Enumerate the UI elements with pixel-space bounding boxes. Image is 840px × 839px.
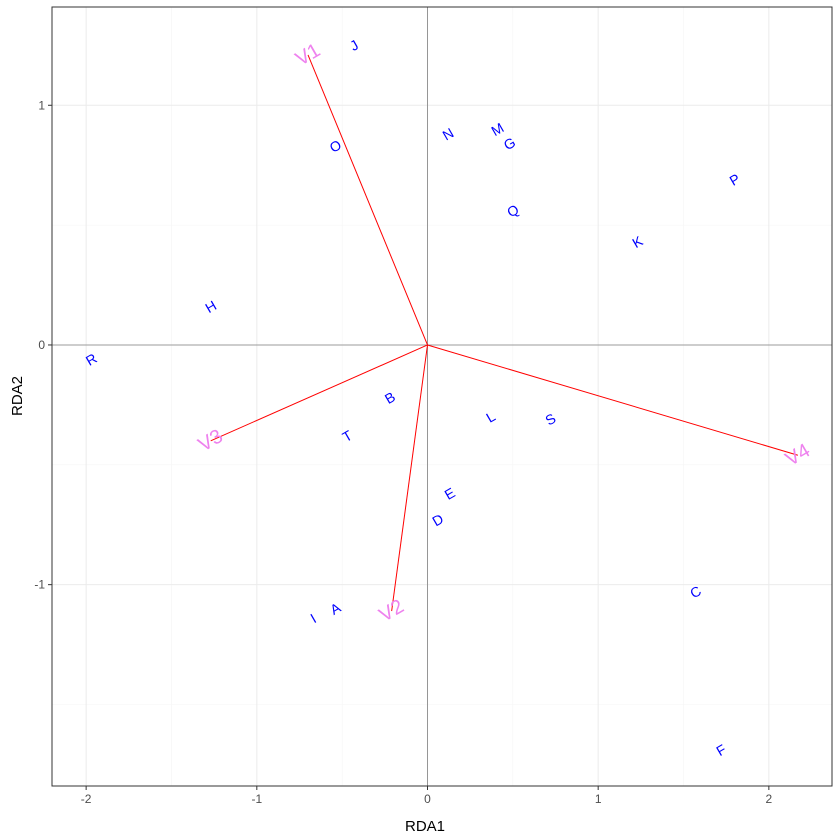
y-tick-label: 1 bbox=[38, 98, 45, 112]
axes: -2 -1 0 1 2 -1 0 1 bbox=[34, 98, 772, 806]
site-label-i: I bbox=[307, 610, 318, 626]
x-tick-label: 1 bbox=[595, 792, 602, 806]
x-tick-label: 0 bbox=[424, 792, 431, 806]
arrow-v3 bbox=[210, 344, 428, 442]
x-axis-title: RDA1 bbox=[405, 818, 445, 835]
arrow-v1 bbox=[307, 54, 428, 346]
panel-border bbox=[51, 6, 833, 787]
zero-lines bbox=[52, 7, 832, 786]
x-tick-label: 2 bbox=[766, 792, 773, 806]
arrow-v4 bbox=[427, 344, 799, 456]
x-tick-label: -2 bbox=[81, 792, 92, 806]
x-tick-label: -1 bbox=[251, 792, 262, 806]
arrow-v2 bbox=[391, 344, 428, 612]
panel-background bbox=[52, 7, 832, 786]
y-tick-label: -1 bbox=[34, 578, 45, 592]
y-axis-title: RDA2 bbox=[9, 376, 26, 416]
y-tick-label: 0 bbox=[38, 338, 45, 352]
